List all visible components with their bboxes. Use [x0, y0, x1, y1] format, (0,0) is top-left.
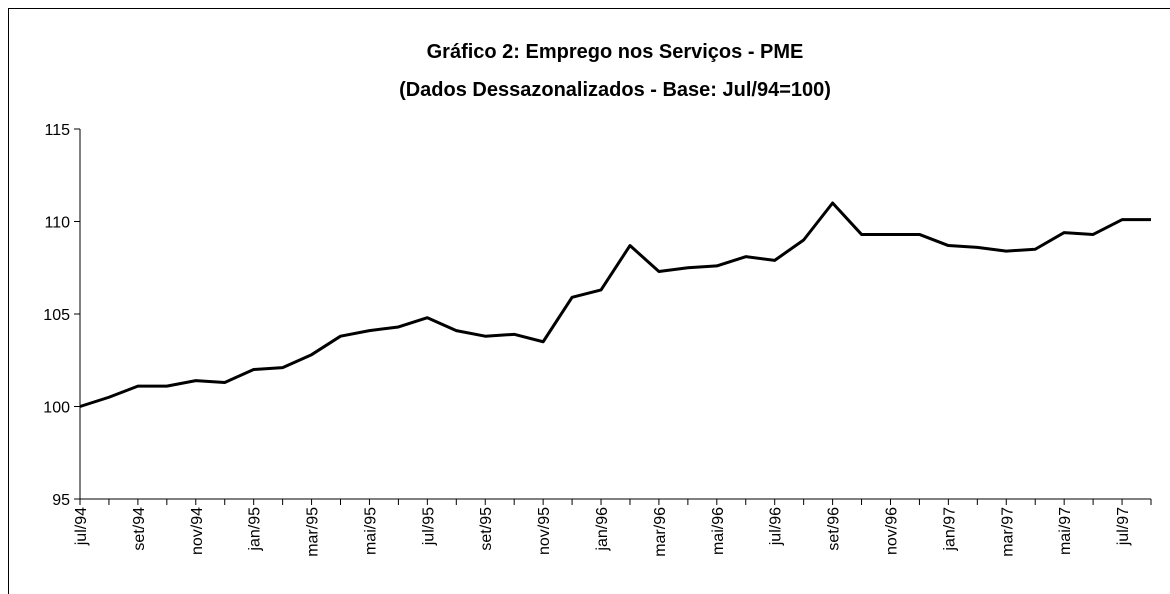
x-tick-label: nov/96 [883, 507, 900, 555]
x-tick-label: jul/95 [420, 507, 437, 546]
x-tick-label: jan/97 [941, 507, 958, 552]
x-tick-label: jan/96 [594, 507, 611, 552]
line-series [79, 201, 1151, 408]
x-tick-label: mar/96 [652, 507, 669, 557]
x-tick-label: jul/97 [1115, 507, 1132, 546]
chart-subtitle: (Dados Dessazonalizados - Base: Jul/94=1… [399, 79, 831, 101]
y-tick-label: 95 [52, 492, 70, 509]
x-tick-label: nov/95 [536, 507, 553, 555]
x-tick-label: nov/94 [189, 507, 206, 555]
x-tick-label: mai/97 [1057, 507, 1074, 555]
x-tick-label: mar/97 [999, 507, 1016, 557]
chart-title: Gráfico 2: Emprego nos Serviços - PME [427, 41, 804, 63]
x-tick-label: set/94 [131, 507, 148, 551]
y-tick-label: 105 [43, 307, 70, 324]
x-tick-label: set/96 [826, 507, 843, 551]
x-tick-label: jul/94 [73, 507, 90, 546]
y-tick-label: 110 [44, 215, 70, 232]
x-tick-label: jul/96 [768, 507, 785, 546]
x-tick-label: mar/95 [305, 507, 322, 557]
x-tick-label: mai/96 [710, 507, 727, 555]
x-tick-label: jan/95 [247, 507, 264, 552]
x-tick-label: set/95 [478, 507, 495, 551]
y-tick-label: 115 [44, 122, 70, 139]
x-tick-label: mai/95 [362, 507, 379, 555]
y-tick-label: 100 [43, 400, 70, 417]
